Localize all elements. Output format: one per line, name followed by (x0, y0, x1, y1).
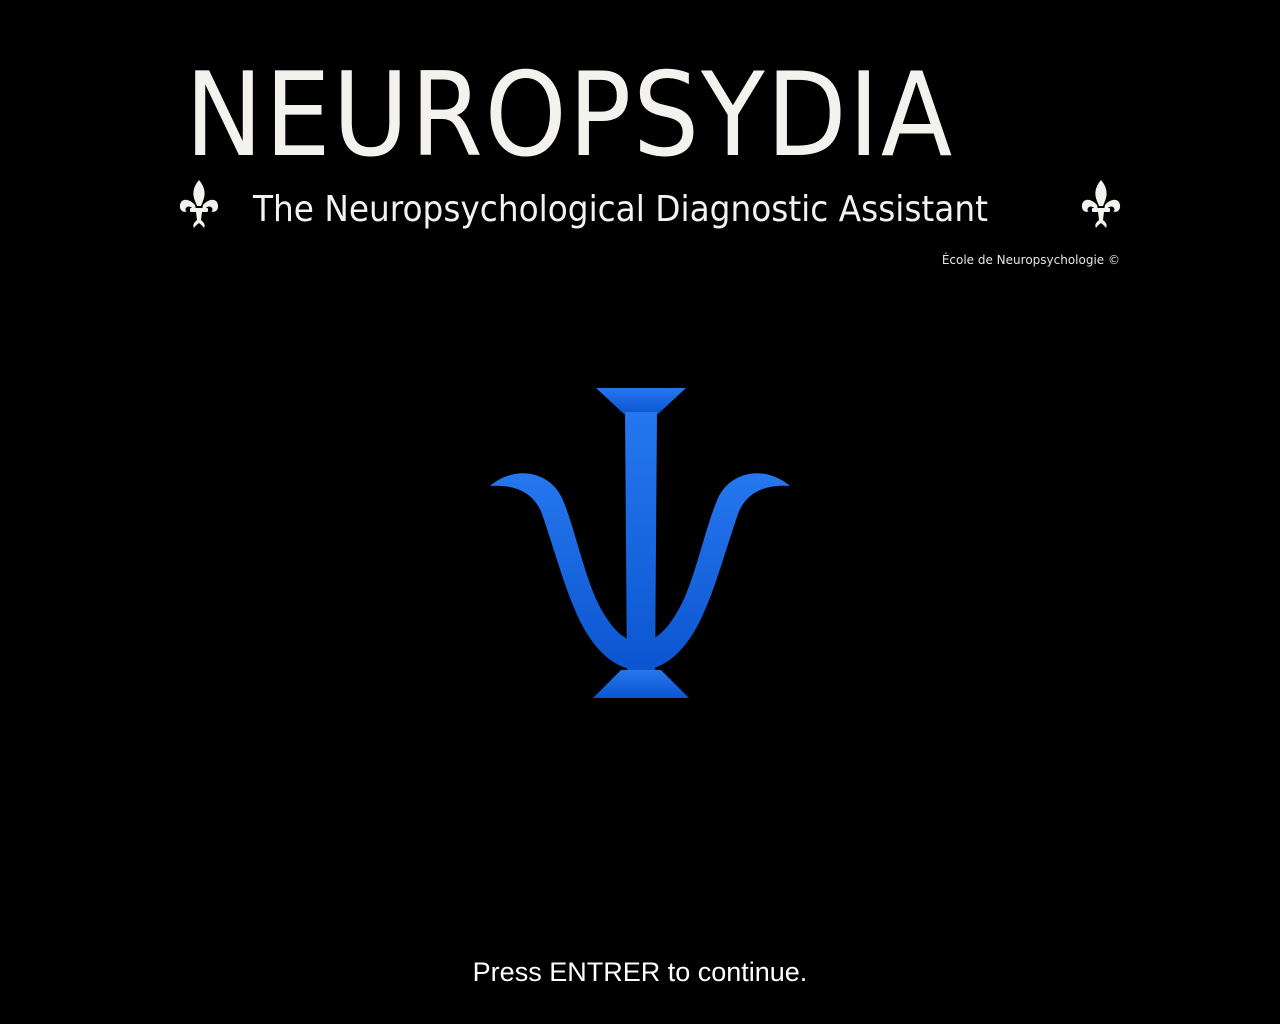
continue-prompt: Press ENTRER to continue. (472, 957, 808, 987)
app-title: NEUROPSYDIA (185, 47, 954, 183)
app-subtitle: The Neuropsychological Diagnostic Assist… (253, 189, 988, 230)
fleur-de-lis-icon (175, 178, 223, 230)
subtitle-row: The Neuropsychological Diagnostic Assist… (175, 176, 1125, 238)
psi-icon (480, 380, 800, 710)
fleur-de-lis-icon (1077, 178, 1125, 230)
copyright-notice: École de Neuropsychologie © (941, 253, 1120, 267)
